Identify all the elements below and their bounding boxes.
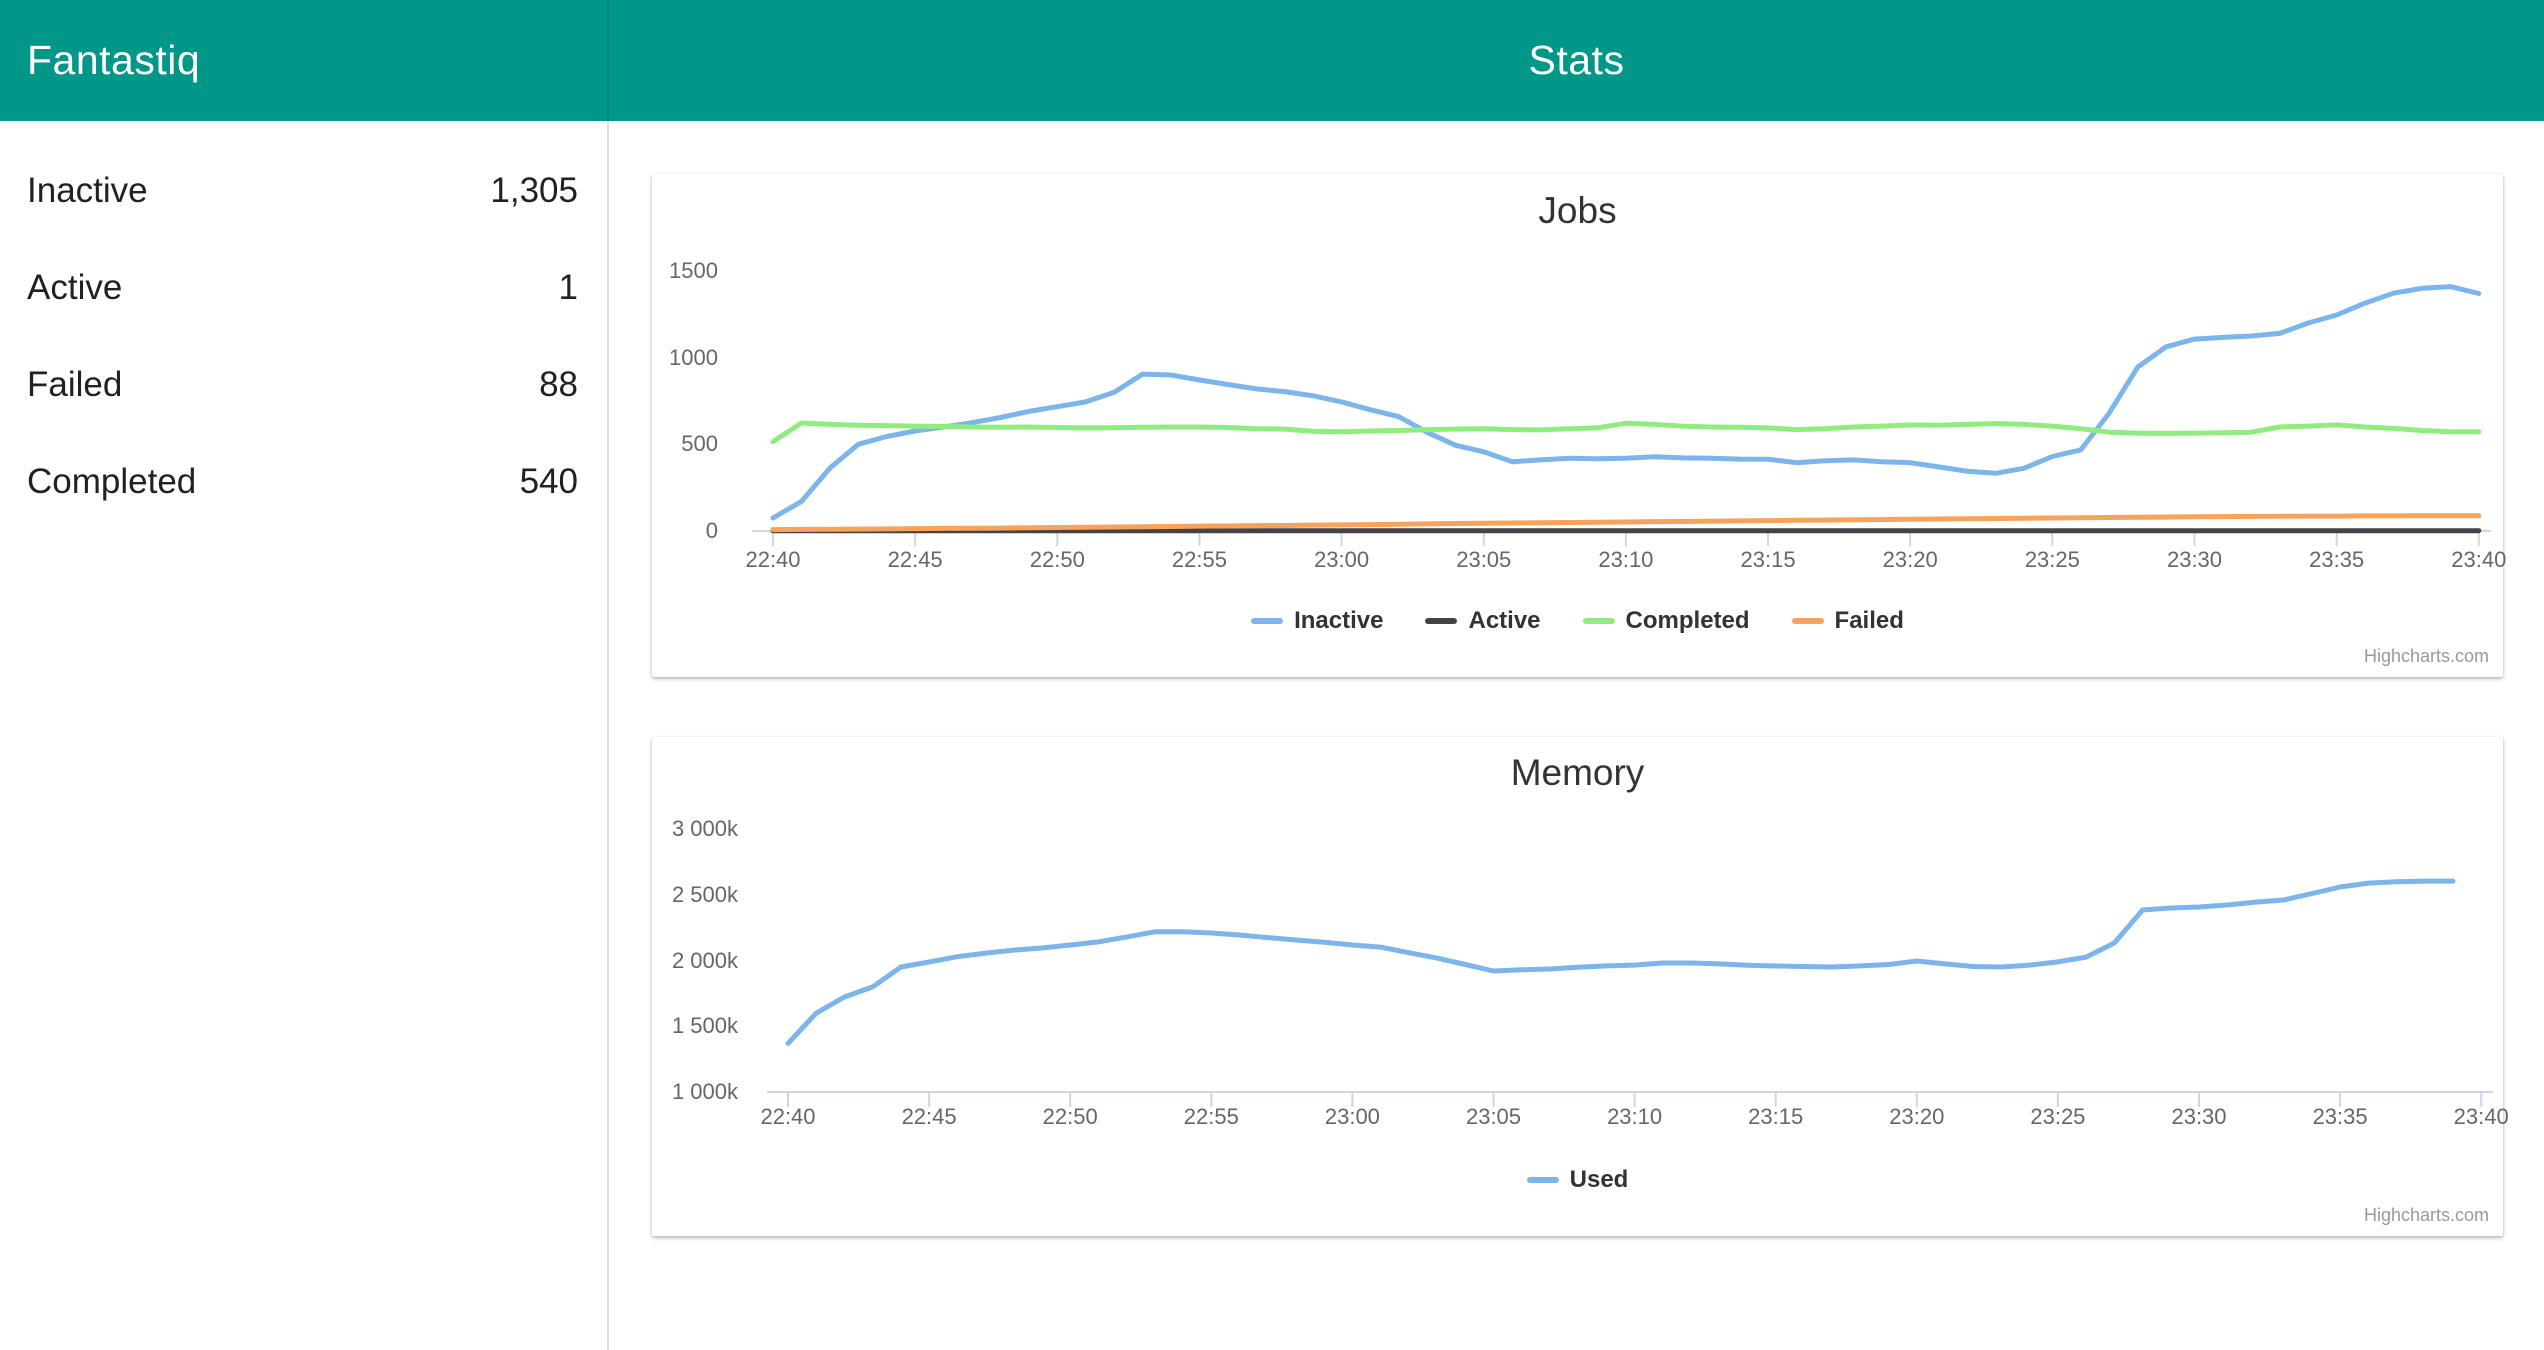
y-tick-label: 0: [705, 518, 718, 543]
y-tick-label: 2 000k: [671, 947, 738, 973]
x-tick-label: 22:50: [1042, 1104, 1098, 1129]
chart-title-jobs: Jobs: [1538, 190, 1617, 231]
legend-item-failed[interactable]: Failed: [1791, 607, 1904, 635]
legend-marker-active: [1425, 618, 1458, 624]
legend-item-inactive[interactable]: Inactive: [1251, 607, 1383, 635]
legend-marker-failed: [1791, 618, 1824, 624]
x-tick-label: 22:55: [1183, 1104, 1239, 1129]
legend-item-used[interactable]: Used: [1526, 1166, 1629, 1194]
x-tick-label: 22:45: [901, 1104, 957, 1129]
sidebar-item-completed[interactable]: Completed 540: [0, 433, 607, 530]
sidebar-item-count: 540: [519, 461, 578, 501]
y-tick-label: 1 500k: [671, 1013, 738, 1039]
highcharts-credit[interactable]: Highcharts.com: [2363, 646, 2489, 666]
x-tick-label: 23:30: [2166, 547, 2223, 572]
sidebar-item-count: 88: [539, 364, 578, 404]
legend-memory: Used: [652, 1166, 2503, 1194]
legend-label: Inactive: [1294, 607, 1384, 634]
sidebar-item-label: Completed: [27, 461, 197, 501]
sidebar-item-label: Active: [27, 267, 123, 307]
x-tick-label: 23:35: [2312, 1104, 2368, 1129]
x-tick-label: 22:40: [745, 547, 801, 572]
x-tick-label: 22:45: [887, 547, 943, 572]
app-title: Fantastiq: [27, 37, 201, 83]
sidebar: Inactive 1,305 Active 1 Failed 88 Comple…: [0, 121, 609, 1350]
x-tick-label: 23:00: [1314, 547, 1370, 572]
legend-item-completed[interactable]: Completed: [1582, 607, 1750, 635]
x-tick-label: 23:20: [1882, 547, 1938, 572]
y-tick-label: 500: [681, 431, 718, 457]
page-header: Stats: [609, 0, 2544, 121]
x-tick-label: 22:50: [1029, 547, 1085, 572]
x-tick-label: 23:05: [1465, 1104, 1522, 1129]
sidebar-item-label: Inactive: [27, 170, 148, 210]
legend-item-active[interactable]: Active: [1425, 607, 1541, 635]
x-tick-label: 23:05: [1456, 547, 1512, 572]
legend-label: Failed: [1834, 607, 1904, 634]
y-tick-label: 1000: [669, 344, 718, 370]
series-line-used[interactable]: [785, 878, 2456, 1046]
legend-marker-completed: [1582, 618, 1615, 624]
memory-chart-card: Memory 22:40 22:45 22:50 22:55 23:00 23:05 23:1…: [652, 737, 2509, 1236]
legend-marker-inactive: [1251, 618, 1284, 624]
sidebar-item-inactive[interactable]: Inactive 1,305: [0, 142, 607, 239]
sidebar-item-active[interactable]: Active 1: [0, 239, 607, 336]
page-title: Stats: [1528, 37, 1625, 83]
sidebar-item-label: Failed: [27, 364, 123, 404]
app-header-brand: Fantastiq: [0, 0, 609, 121]
app-header: Fantastiq Stats: [0, 0, 2544, 121]
x-tick-label: 23:20: [1889, 1104, 1945, 1129]
x-tick-label: 23:35: [2309, 547, 2365, 572]
sidebar-item-count: 1: [558, 267, 578, 307]
plot-area-memory: [767, 878, 2494, 1107]
x-tick-label: 22:40: [760, 1104, 816, 1129]
plot-area-jobs: [752, 284, 2491, 546]
highcharts-credit[interactable]: Highcharts.com: [2363, 1205, 2489, 1225]
x-tick-label: 23:15: [1748, 1104, 1804, 1129]
sidebar-item-count: 1,305: [490, 170, 578, 210]
x-tick-label: 23:10: [1607, 1104, 1663, 1129]
y-tick-label: 3 000k: [671, 816, 738, 842]
legend-jobs: Inactive Active Completed Failed: [652, 607, 2503, 635]
legend-marker-used: [1526, 1177, 1559, 1183]
legend-label: Completed: [1625, 607, 1750, 634]
legend-label: Used: [1569, 1166, 1629, 1193]
legend-label: Active: [1468, 607, 1541, 634]
series-line-inactive[interactable]: [770, 284, 2482, 521]
y-tick-label: 1 000k: [671, 1079, 738, 1104]
jobs-chart-card: Jobs 22:40 22:45 22:50 22:55 23:00 23:05 23:10 2…: [652, 174, 2506, 677]
sidebar-item-failed[interactable]: Failed 88: [0, 336, 607, 433]
x-tick-label: 23:30: [2171, 1104, 2227, 1129]
series-line-failed[interactable]: [770, 513, 2482, 533]
x-tick-label: 23:15: [1740, 547, 1796, 572]
series-line-completed[interactable]: [770, 420, 2482, 445]
x-tick-label: 22:55: [1171, 547, 1227, 572]
y-tick-label: 2 500k: [671, 881, 738, 907]
x-tick-label: 23:25: [2030, 1104, 2086, 1129]
x-tick-label: 23:40: [2451, 547, 2507, 572]
x-tick-label: 23:00: [1324, 1104, 1380, 1129]
x-tick-label: 23:25: [2024, 547, 2080, 572]
x-tick-label: 23:40: [2453, 1104, 2509, 1129]
y-tick-label: 1500: [669, 258, 718, 283]
x-tick-label: 23:10: [1598, 547, 1654, 572]
chart-title-memory: Memory: [1510, 752, 1645, 793]
